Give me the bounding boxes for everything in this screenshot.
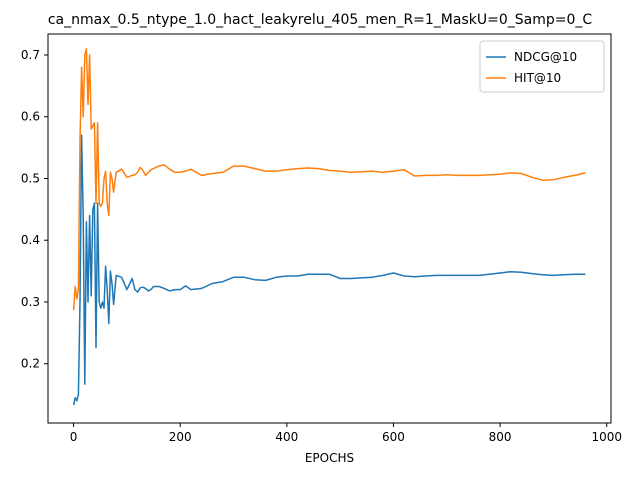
x-tick-label: 200	[169, 430, 192, 444]
x-axis-label: EPOCHS	[305, 451, 354, 465]
y-tick-label: 0.4	[21, 233, 40, 247]
chart-title: ca_nmax_0.5_ntype_1.0_hact_leakyrelu_405…	[48, 12, 593, 28]
x-axis: 0 200 400 600 800 1000	[70, 423, 622, 444]
x-tick-label: 600	[382, 430, 405, 444]
y-tick-label: 0.2	[21, 357, 40, 371]
legend-label: HIT@10	[514, 71, 561, 85]
y-tick-label: 0.7	[21, 48, 40, 62]
y-tick-label: 0.5	[21, 171, 40, 185]
x-tick-label: 800	[489, 430, 512, 444]
plot-frame	[47, 33, 612, 424]
legend: NDCG@10 HIT@10	[479, 40, 605, 93]
x-tick-label: 400	[275, 430, 298, 444]
legend-label: NDCG@10	[514, 50, 577, 64]
y-tick-label: 0.6	[21, 110, 40, 124]
x-tick-label: 1000	[591, 430, 622, 444]
series-layer	[72, 48, 586, 406]
x-tick-label: 0	[70, 430, 78, 444]
y-axis: 0.2 0.3 0.4 0.5 0.6 0.7	[21, 48, 48, 371]
series-line-ndcg-10	[72, 134, 586, 406]
legend-box	[479, 40, 605, 93]
series-line-hit-10	[72, 48, 586, 311]
y-tick-label: 0.3	[21, 295, 40, 309]
